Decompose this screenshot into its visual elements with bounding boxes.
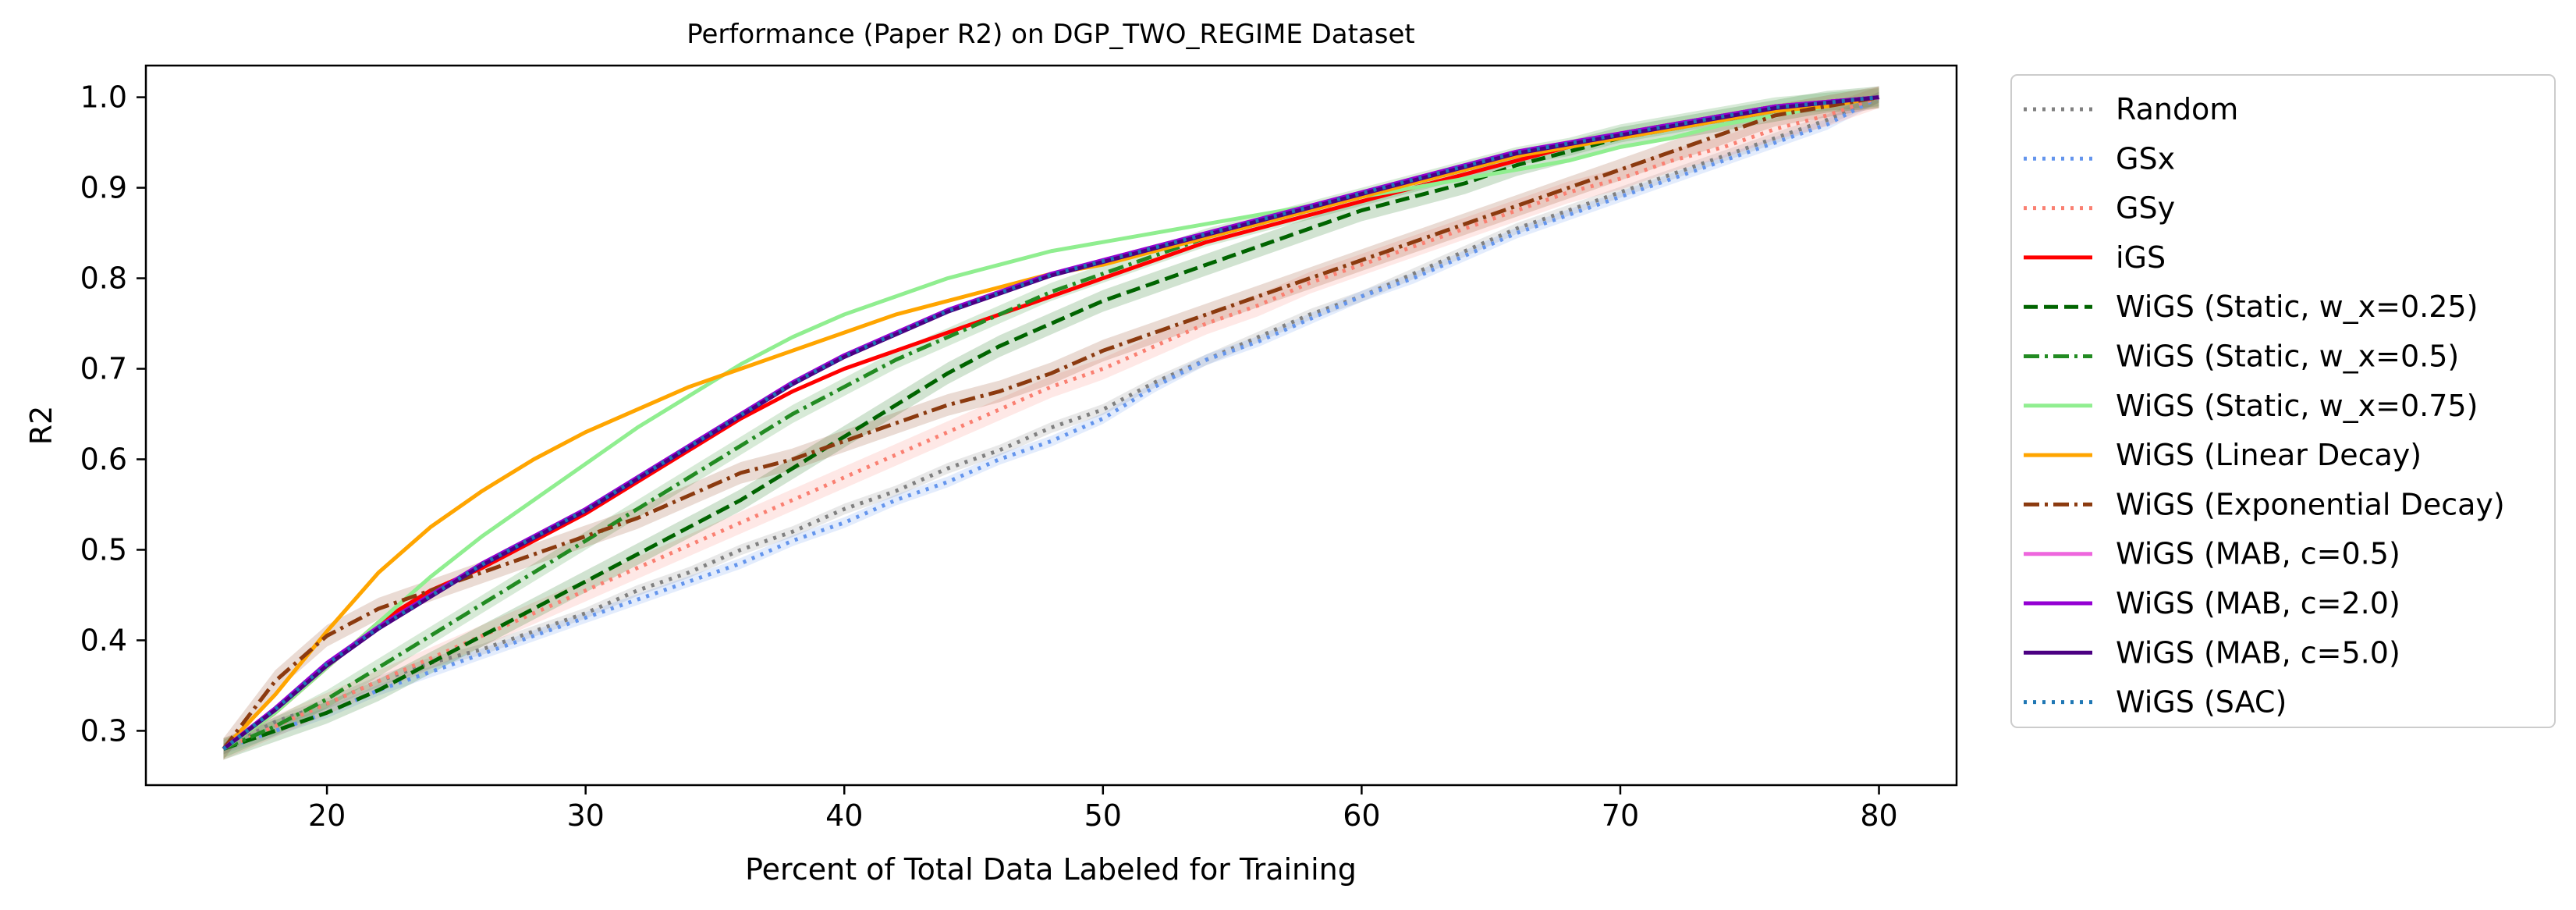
confidence-band <box>223 86 1879 760</box>
y-axis: 0.3 0.4 0.5 0.6 0.7 0.8 0.9 1.0 <box>80 80 146 748</box>
legend-label: WiGS (Exponential Decay) <box>2116 487 2505 521</box>
x-tick-label: 30 <box>566 798 604 833</box>
x-tick-label: 20 <box>308 798 346 833</box>
legend-label: WiGS (MAB, c=2.0) <box>2116 586 2400 620</box>
legend: Random GSx GSy iGS WiGS (Static, w_x=0.25) Wi… <box>2010 74 2556 728</box>
series-lines <box>222 95 1880 751</box>
legend-label: WiGS (Static, w_x=0.25) <box>2116 290 2478 324</box>
y-tick-label: 0.4 <box>80 623 127 657</box>
legend-label: WiGS (Linear Decay) <box>2116 438 2422 472</box>
legend-label: GSx <box>2116 141 2175 176</box>
y-tick-label: 0.8 <box>80 261 127 296</box>
series-line <box>222 95 1880 751</box>
legend-label: Random <box>2116 92 2238 126</box>
y-tick-label: 0.9 <box>80 171 127 205</box>
confidence-band <box>223 86 1879 760</box>
confidence-band <box>223 91 1879 755</box>
confidence-bands <box>223 86 1879 760</box>
x-axis-title: Percent of Total Data Labeled for Traini… <box>745 852 1357 887</box>
x-tick-label: 50 <box>1084 798 1122 833</box>
y-tick-label: 0.5 <box>80 532 127 567</box>
legend-label: WiGS (MAB, c=5.0) <box>2116 635 2400 670</box>
x-tick-label: 60 <box>1343 798 1380 833</box>
y-tick-label: 0.3 <box>80 713 127 748</box>
legend-label: WiGS (Static, w_x=0.5) <box>2116 339 2459 374</box>
legend-label: GSy <box>2116 191 2175 226</box>
y-axis-title: R2 <box>24 406 59 446</box>
legend-label: WiGS (MAB, c=0.5) <box>2116 537 2400 571</box>
x-tick-label: 70 <box>1602 798 1639 833</box>
legend-label: WiGS (Static, w_x=0.75) <box>2116 389 2478 423</box>
chart-title: Performance (Paper R2) on DGP_TWO_REGIME… <box>687 19 1415 50</box>
series-line <box>222 95 1879 751</box>
y-tick-label: 0.7 <box>80 352 127 386</box>
series-line <box>222 95 1879 751</box>
series-line <box>222 95 1879 751</box>
legend-label: WiGS (SAC) <box>2116 685 2287 720</box>
confidence-band <box>223 91 1879 755</box>
x-axis: 20 30 40 50 60 70 80 <box>308 785 1898 833</box>
y-tick-label: 0.6 <box>80 442 127 476</box>
plot-frame <box>144 64 1958 787</box>
x-tick-label: 40 <box>825 798 863 833</box>
legend-frame <box>2010 74 2556 728</box>
legend-label: iGS <box>2116 240 2166 275</box>
y-tick-label: 1.0 <box>80 80 127 115</box>
plot-area <box>144 64 1958 787</box>
x-tick-label: 80 <box>1860 798 1897 833</box>
